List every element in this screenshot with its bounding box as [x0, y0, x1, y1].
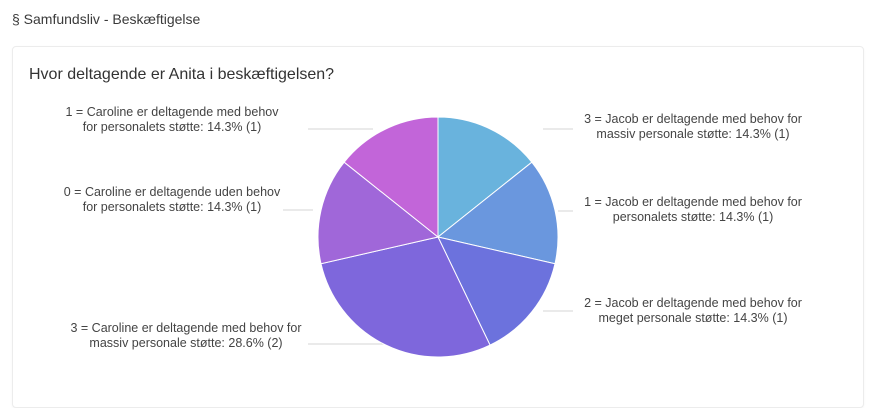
pie-slice-5[interactable]: [343, 116, 439, 239]
slice-label-caroline-uden: 0 = Caroline er deltagende uden behov fo…: [63, 185, 281, 214]
pie-chart: [283, 116, 573, 358]
slice-label-caroline-massiv: 3 = Caroline er deltagende med behov for…: [70, 321, 302, 350]
pie-slice-1[interactable]: [436, 161, 559, 265]
slice-label-jacob-personalets: 1 = Jacob er deltagende med behov for pe…: [584, 195, 802, 224]
pie-slice-0[interactable]: [437, 116, 533, 239]
chart-card: Hvor deltagende er Anita i beskæftigelse…: [12, 46, 864, 408]
slice-label-jacob-meget: 2 = Jacob er deltagende med behov for me…: [584, 296, 802, 325]
pie-slice-4[interactable]: [317, 161, 440, 265]
slice-label-jacob-massiv: 3 = Jacob er deltagende med behov for ma…: [584, 112, 802, 141]
chart-title: Hvor deltagende er Anita i beskæftigelse…: [29, 66, 335, 83]
pie-slice-3[interactable]: [320, 236, 491, 358]
pie-slice-2[interactable]: [437, 236, 556, 346]
section-title: § Samfundsliv - Beskæftigelse: [12, 11, 201, 27]
slice-label-caroline-personalets: 1 = Caroline er deltagende med behov for…: [65, 105, 279, 134]
